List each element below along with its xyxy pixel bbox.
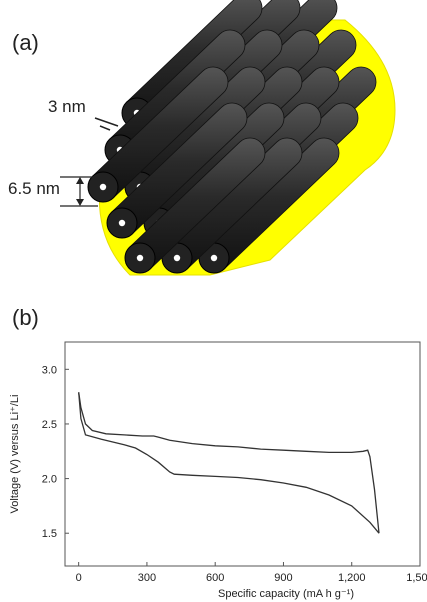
y-axis-title: Voltage (V) versus Li⁺/Li: [9, 395, 21, 514]
y-tick-label: 2.0: [42, 474, 57, 486]
x-axis-title: Specific capacity (mA h g⁻¹): [218, 588, 354, 600]
rod-body: [111, 102, 248, 235]
x-tick-label: 900: [274, 572, 292, 584]
rod-pore-core: [99, 183, 107, 191]
rod-array: [87, 0, 377, 274]
y-tick-label: 2.5: [42, 419, 57, 431]
rod-pore-core: [173, 254, 181, 262]
y-tick-label: 1.5: [42, 528, 57, 540]
mesoporous-schematic: 3 nm 6.5 nm: [8, 0, 396, 276]
x-tick-label: 0: [76, 572, 82, 584]
rod-body: [129, 137, 266, 270]
panel-b-label: (b): [12, 305, 39, 330]
y-tick-label: 3.0: [42, 364, 57, 376]
pore-wall-label: 3 nm: [48, 97, 86, 116]
rod-body: [203, 137, 340, 270]
rod-pore-core: [210, 254, 218, 262]
rod-body: [166, 137, 303, 270]
plot-frame: [64, 341, 421, 567]
x-tick-label: 1,200: [338, 572, 366, 584]
series-line-charge: [78, 392, 380, 534]
rod-pore-core: [136, 254, 144, 262]
rod-body: [92, 66, 229, 199]
pore-diameter-label: 6.5 nm: [8, 179, 60, 198]
x-tick-label: 600: [206, 572, 224, 584]
series-line-discharge: [78, 392, 380, 534]
rod-pore-core: [118, 219, 126, 227]
panel-a-label: (a): [12, 30, 39, 55]
x-tick-label: 1,500: [406, 572, 427, 584]
pore-wall-arrow: [94, 117, 119, 127]
x-tick-label: 300: [138, 572, 156, 584]
